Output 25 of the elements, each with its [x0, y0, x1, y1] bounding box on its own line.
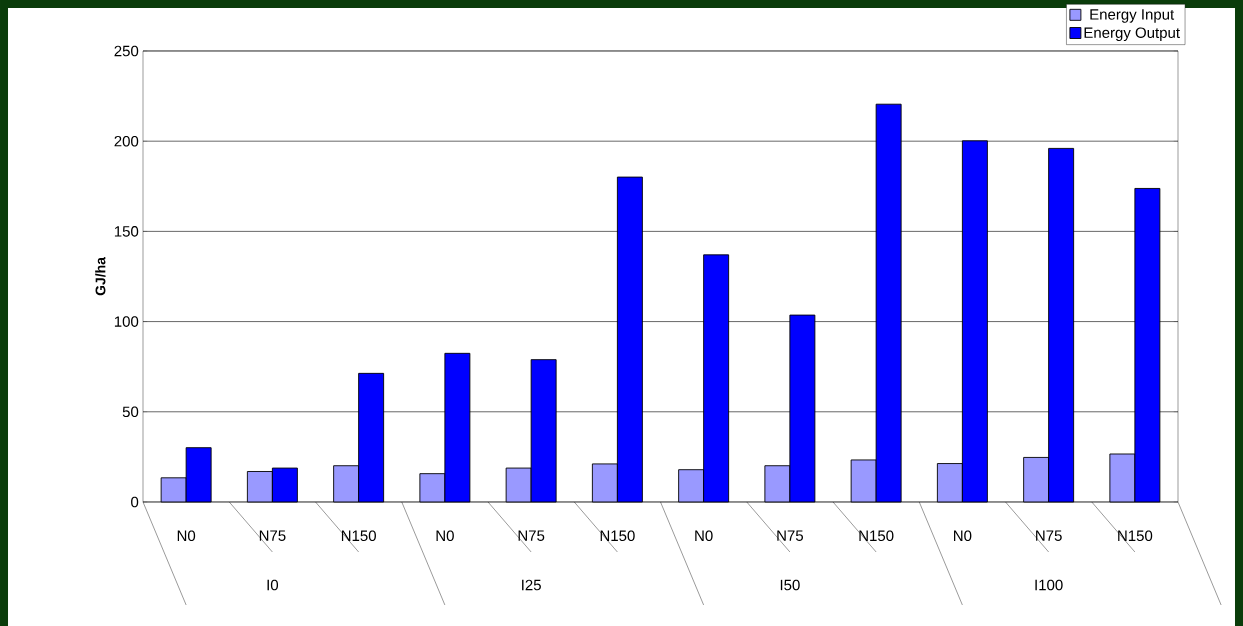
x-tick-label: N0: [695, 530, 713, 542]
x-tick-label: N75: [1036, 530, 1062, 541]
x-tick-label: N150: [1118, 530, 1153, 542]
x-tick-label: N75: [259, 530, 286, 541]
legend-label: Energy Input: [1090, 9, 1175, 23]
y-tick-label: 100: [114, 316, 139, 327]
text: I25: [522, 579, 541, 591]
text: I50: [780, 579, 800, 591]
text: I100: [1035, 579, 1063, 591]
x-tick-label: N150: [341, 530, 376, 542]
y-tick-label: 250: [114, 45, 139, 57]
y-axis-title: GJ/ha: [95, 256, 106, 296]
x-tick-label: N75: [518, 530, 545, 541]
y-tick-label: 0: [131, 496, 139, 508]
x-tick-label: N0: [177, 530, 196, 542]
y-tick-label: 50: [122, 406, 139, 418]
text: I0: [267, 579, 279, 591]
y-tick-label: 200: [114, 135, 139, 147]
legend-label: Energy Output: [1084, 27, 1180, 41]
y-tick-label: 150: [114, 226, 139, 237]
x-tick-label: N75: [777, 530, 804, 541]
x-tick-label: N150: [859, 530, 894, 542]
x-tick-label: N0: [436, 530, 454, 542]
x-tick-label: N0: [954, 530, 972, 542]
x-tick-label: N150: [600, 530, 635, 542]
